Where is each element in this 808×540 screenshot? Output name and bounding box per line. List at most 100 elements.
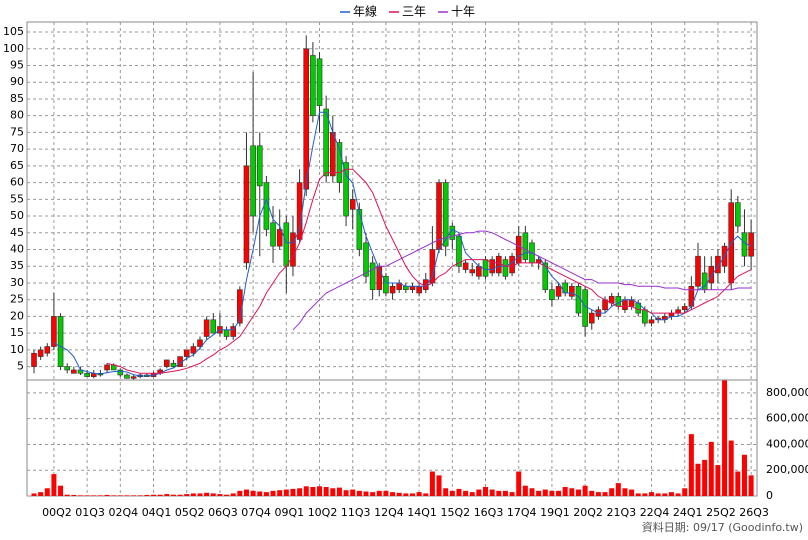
- y-tick-label: 65: [10, 159, 24, 172]
- volume-bar: [323, 486, 329, 496]
- candle-body: [190, 346, 197, 354]
- volume-bar: [443, 488, 449, 496]
- candle-body: [416, 286, 422, 294]
- volume-bar: [170, 494, 176, 496]
- volume-bar: [429, 471, 435, 496]
- volume-bar: [97, 495, 103, 496]
- candle-body: [462, 262, 469, 270]
- footer: 資料日期: 09/17 (Goodinfo.tw): [642, 520, 803, 534]
- candle-body: [509, 255, 515, 274]
- y-tick-label: 60: [10, 176, 24, 189]
- volume-bar: [51, 474, 57, 496]
- volume-bar: [536, 490, 542, 496]
- candle-body: [44, 346, 51, 354]
- candle-body: [615, 296, 622, 307]
- candle-body: [336, 142, 343, 183]
- volume-bar: [177, 494, 183, 496]
- volume-bar: [204, 492, 210, 496]
- volume-bar: [722, 380, 728, 496]
- candle-body: [476, 265, 482, 277]
- volume-bar: [595, 492, 601, 496]
- volume-bar: [516, 471, 522, 496]
- volume-bar: [708, 441, 714, 496]
- volume-bar: [117, 495, 123, 496]
- y-tick-label: 30: [10, 276, 24, 289]
- candle-body: [230, 326, 236, 337]
- ma-line: [292, 230, 752, 331]
- volume-bar: [230, 493, 236, 496]
- candle-body: [104, 364, 110, 371]
- y-tick-label: 105: [3, 25, 24, 38]
- y-tick-label: 45: [10, 226, 24, 239]
- candle-body: [555, 286, 562, 297]
- volume-bar: [463, 490, 469, 496]
- x-tick-label: 04Q1: [142, 506, 172, 519]
- volume-bar: [336, 487, 342, 496]
- volume-bar: [615, 483, 621, 496]
- candle-body: [210, 319, 217, 334]
- y2-tick-label: 0: [766, 489, 773, 502]
- x-tick-label: 09Q1: [274, 506, 304, 519]
- candle-body: [197, 339, 203, 347]
- y2-tick-label: 400,000: [766, 437, 808, 450]
- candle-body: [681, 306, 688, 311]
- volume-bar: [77, 495, 83, 496]
- volume-bar: [297, 488, 303, 496]
- y-tick-label: 90: [10, 75, 24, 88]
- candle-body: [562, 282, 569, 294]
- x-tick-label: 06Q3: [208, 506, 238, 519]
- volume-bar: [197, 493, 203, 496]
- volume-bar: [668, 492, 674, 496]
- legend-label: 三年: [402, 5, 426, 19]
- volume-bar: [277, 490, 283, 496]
- volume-bar: [695, 463, 701, 496]
- ma-line: [53, 111, 752, 377]
- volume-bar: [263, 492, 269, 496]
- candle-body: [31, 352, 37, 367]
- volume-bar: [317, 486, 323, 496]
- volume-bar: [489, 489, 495, 496]
- volume-bar: [237, 490, 243, 496]
- candle-body: [283, 222, 290, 267]
- volume-bar: [137, 495, 143, 496]
- x-tick-label: 01Q3: [75, 506, 105, 519]
- volume-bar: [642, 493, 648, 496]
- volume-bar: [609, 488, 615, 496]
- volume-bar: [575, 489, 581, 496]
- y2-tick-label: 200,000: [766, 463, 808, 476]
- candle-body: [243, 165, 250, 264]
- x-tick-label: 12Q4: [374, 506, 404, 519]
- candle-body: [648, 319, 655, 324]
- candle-body: [303, 48, 310, 190]
- candle-body: [84, 373, 90, 377]
- x-tick-label: 07Q4: [241, 506, 271, 519]
- y2-tick-label: 800,000: [766, 386, 808, 399]
- candle-body: [323, 108, 329, 177]
- volume-bar: [502, 490, 508, 496]
- volume-bar: [190, 493, 196, 496]
- candle-body: [51, 316, 57, 347]
- volume-bar: [31, 493, 37, 496]
- candle-body: [429, 249, 436, 284]
- candle-body: [442, 182, 449, 247]
- volume-bar: [350, 489, 356, 496]
- candle-body: [290, 232, 296, 267]
- candle-body: [170, 362, 177, 367]
- volume-bar: [343, 490, 349, 496]
- volume-bar: [164, 494, 170, 496]
- volume-bar: [243, 489, 249, 496]
- volume-bar: [589, 490, 595, 496]
- x-tick-label: 02Q4: [108, 506, 138, 519]
- y-tick-label: 80: [10, 109, 24, 122]
- volume-bar: [556, 490, 562, 496]
- volume-bar: [449, 490, 455, 496]
- volume-bar: [257, 491, 263, 496]
- x-tick-label: 21Q3: [606, 506, 636, 519]
- candle-body: [522, 232, 529, 260]
- volume-bar: [210, 493, 216, 496]
- volume-bar: [58, 485, 64, 496]
- x-tick-label: 24Q1: [673, 506, 703, 519]
- volume-bar: [224, 494, 230, 496]
- candle-body: [343, 162, 349, 217]
- candle-body: [708, 265, 715, 284]
